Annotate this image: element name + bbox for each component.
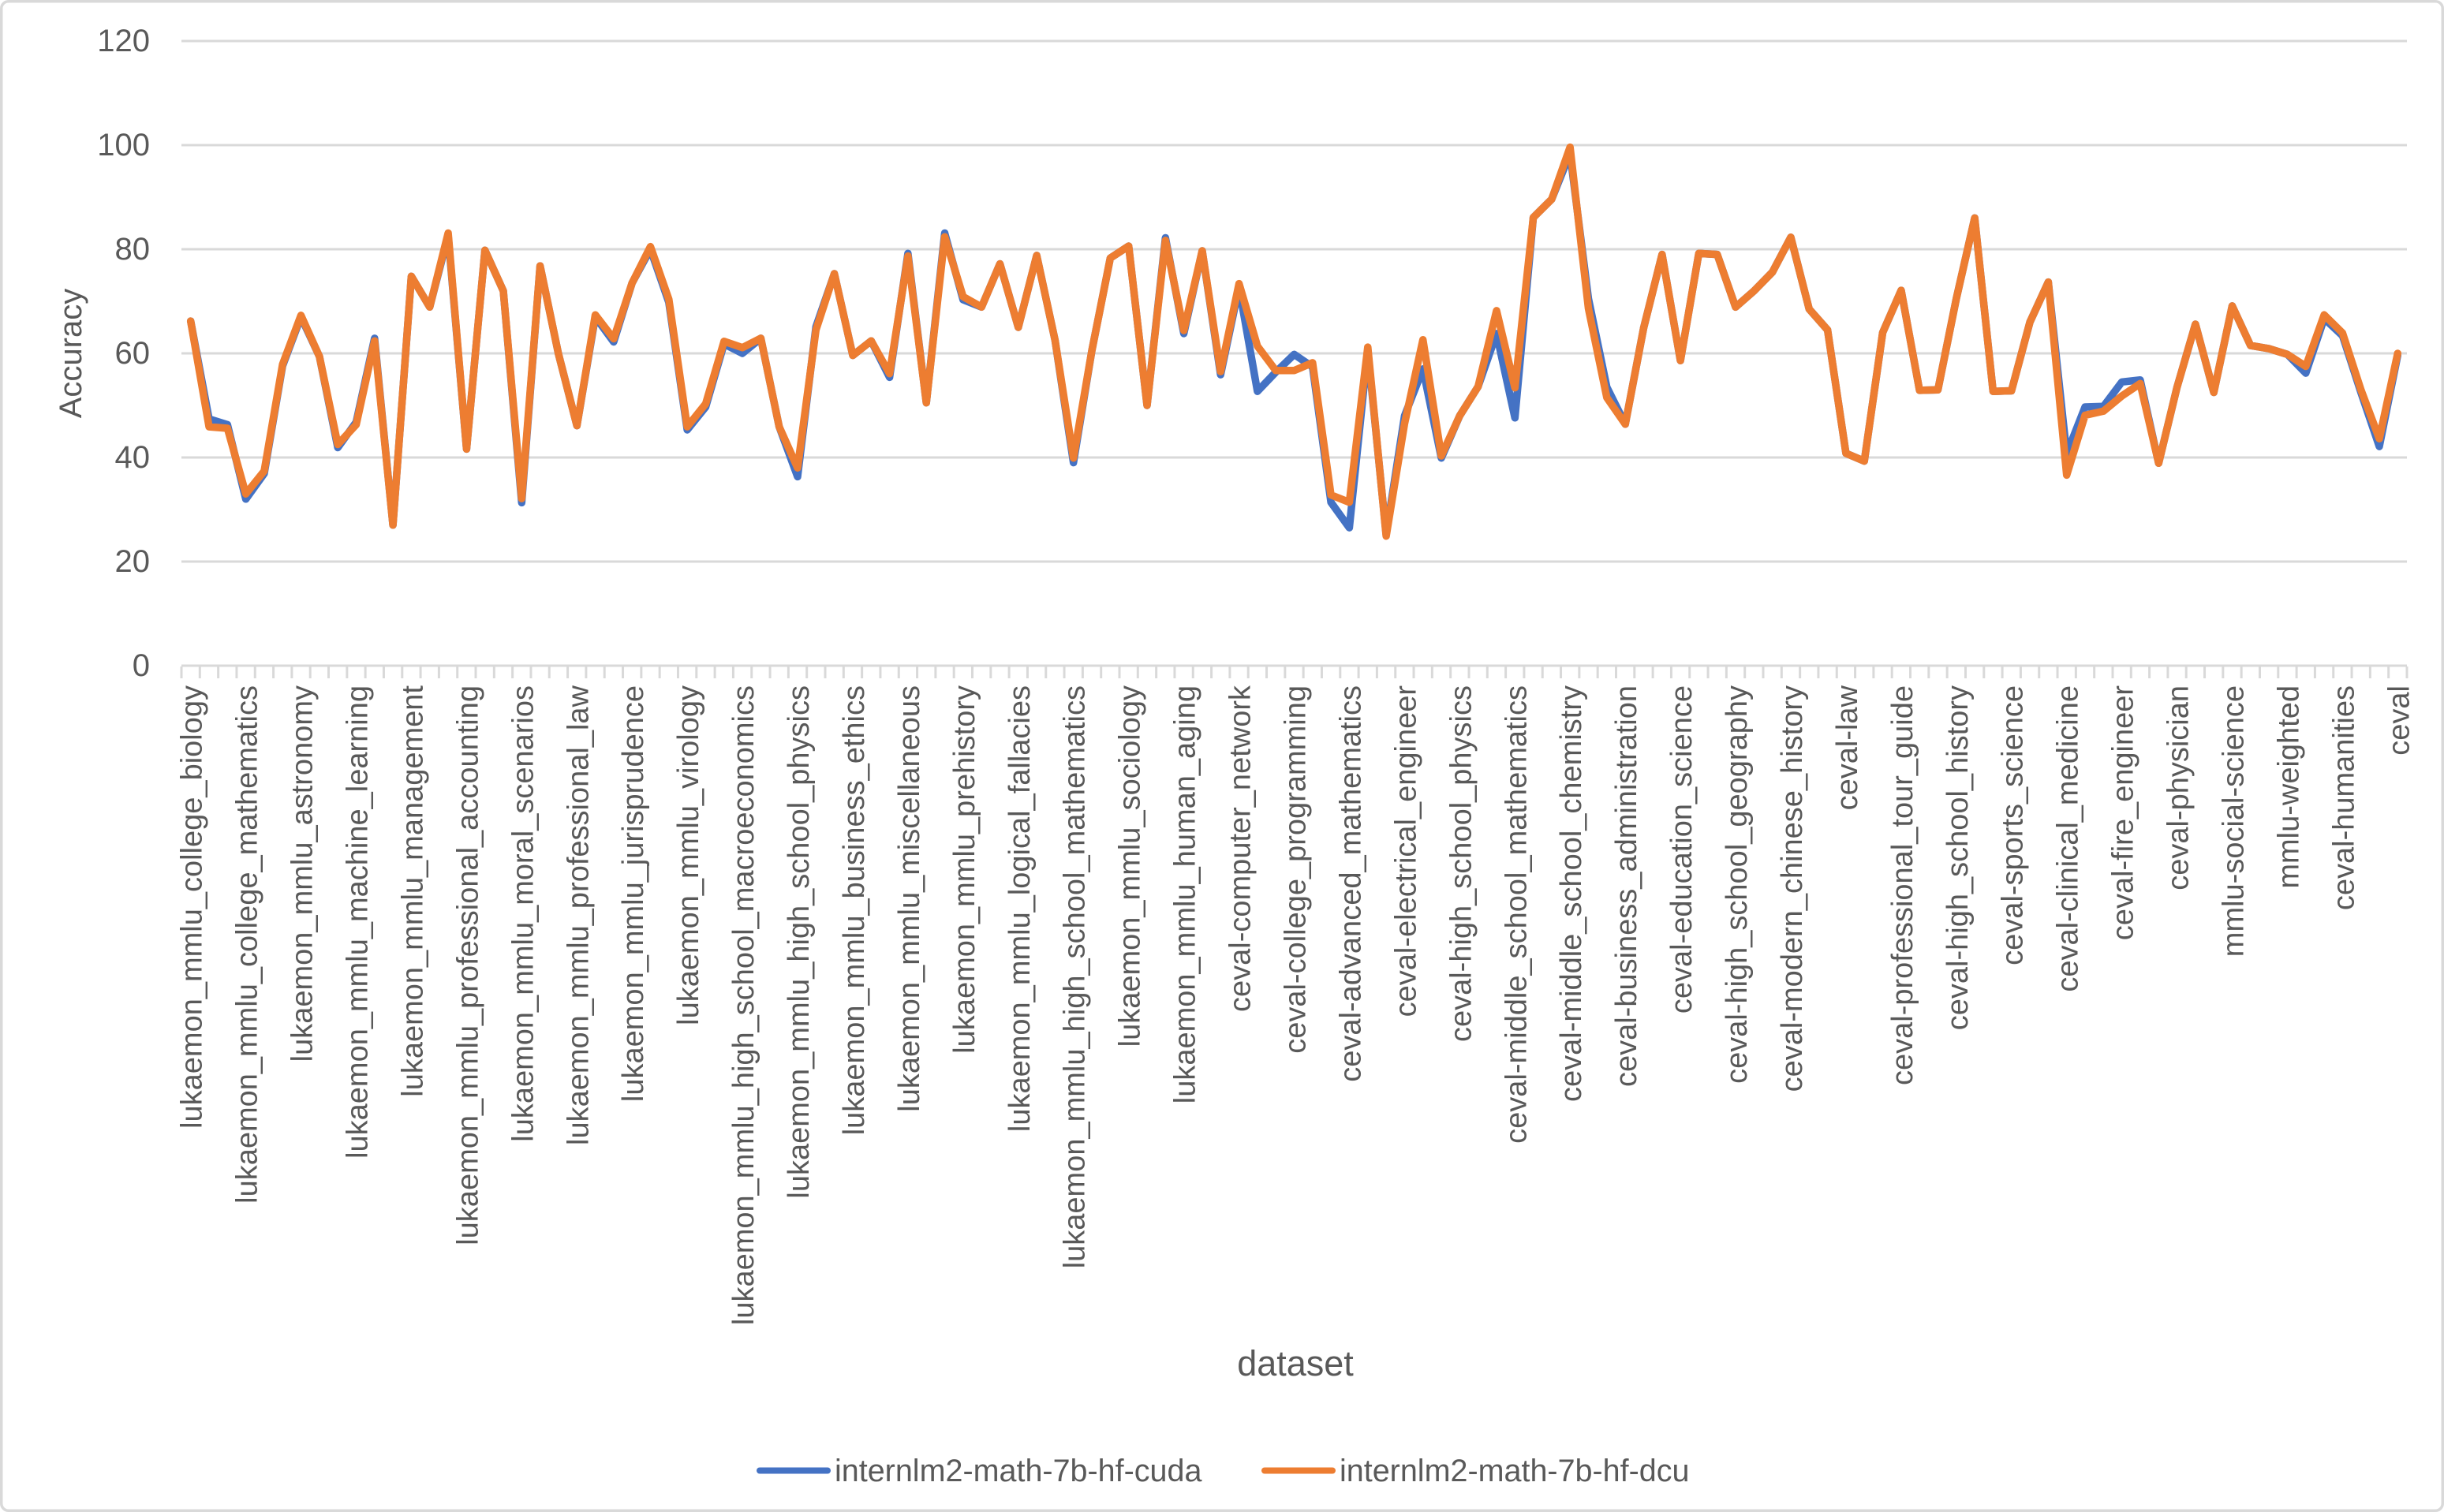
- svg-text:lukaemon_mmlu_high_school_math: lukaemon_mmlu_high_school_mathematics: [1059, 685, 1092, 1268]
- svg-text:ceval-clinical_medicine: ceval-clinical_medicine: [2052, 685, 2085, 992]
- svg-text:lukaemon_mmlu_sociology: lukaemon_mmlu_sociology: [1114, 685, 1147, 1047]
- svg-text:lukaemon_mmlu_prehistory: lukaemon_mmlu_prehistory: [948, 685, 981, 1054]
- svg-text:lukaemon_mmlu_miscellaneous: lukaemon_mmlu_miscellaneous: [893, 685, 926, 1112]
- svg-text:40: 40: [115, 440, 151, 475]
- svg-text:lukaemon_mmlu_machine_learning: lukaemon_mmlu_machine_learning: [342, 685, 375, 1159]
- svg-text:100: 100: [97, 128, 150, 162]
- svg-text:lukaemon_mmlu_professional_acc: lukaemon_mmlu_professional_accounting: [451, 685, 484, 1245]
- svg-text:ceval-college_programming: ceval-college_programming: [1280, 685, 1313, 1054]
- svg-text:internlm2-math-7b-hf-dcu: internlm2-math-7b-hf-dcu: [1340, 1454, 1689, 1488]
- svg-text:ceval-high_school_physics: ceval-high_school_physics: [1444, 685, 1478, 1042]
- svg-text:lukaemon_mmlu_jurisprudence: lukaemon_mmlu_jurisprudence: [617, 685, 650, 1102]
- svg-text:80: 80: [115, 232, 151, 267]
- svg-text:ceval-education_science: ceval-education_science: [1665, 685, 1698, 1014]
- svg-text:ceval-advanced_mathematics: ceval-advanced_mathematics: [1334, 685, 1367, 1082]
- svg-text:Accuracy: Accuracy: [54, 289, 88, 419]
- svg-text:ceval-high_school_geography: ceval-high_school_geography: [1721, 685, 1754, 1084]
- svg-text:lukaemon_mmlu_college_mathemat: lukaemon_mmlu_college_mathematics: [231, 685, 264, 1204]
- svg-text:ceval-law: ceval-law: [1831, 685, 1864, 810]
- svg-text:lukaemon_mmlu_management: lukaemon_mmlu_management: [396, 685, 429, 1097]
- svg-text:0: 0: [133, 648, 150, 683]
- svg-text:20: 20: [115, 544, 151, 579]
- svg-text:120: 120: [97, 24, 150, 58]
- svg-text:ceval-high_school_history: ceval-high_school_history: [1941, 685, 1975, 1030]
- svg-text:lukaemon_mmlu_high_school_phys: lukaemon_mmlu_high_school_physics: [783, 685, 816, 1199]
- svg-text:lukaemon_mmlu_human_aging: lukaemon_mmlu_human_aging: [1169, 685, 1202, 1103]
- svg-text:ceval-middle_school_mathematic: ceval-middle_school_mathematics: [1500, 685, 1533, 1144]
- svg-text:ceval-business_administration: ceval-business_administration: [1610, 685, 1643, 1087]
- svg-text:lukaemon_mmlu_astronomy: lukaemon_mmlu_astronomy: [286, 685, 320, 1062]
- svg-text:lukaemon_mmlu_virology: lukaemon_mmlu_virology: [672, 685, 705, 1025]
- svg-text:internlm2-math-7b-hf-cuda: internlm2-math-7b-hf-cuda: [835, 1454, 1201, 1488]
- svg-text:ceval-modern_chinese_history: ceval-modern_chinese_history: [1776, 685, 1809, 1092]
- svg-text:lukaemon_mmlu_logical_fallacie: lukaemon_mmlu_logical_fallacies: [1003, 685, 1037, 1132]
- svg-text:ceval: ceval: [2382, 685, 2416, 756]
- svg-text:ceval-sports_science: ceval-sports_science: [1997, 685, 2030, 965]
- svg-text:60: 60: [115, 336, 151, 371]
- svg-text:lukaemon_mmlu_business_ethics: lukaemon_mmlu_business_ethics: [838, 685, 871, 1135]
- svg-text:lukaemon_mmlu_college_biology: lukaemon_mmlu_college_biology: [176, 685, 209, 1129]
- svg-text:dataset: dataset: [1237, 1343, 1354, 1383]
- svg-text:ceval-professional_tour_guide: ceval-professional_tour_guide: [1886, 685, 1919, 1085]
- svg-text:mmlu-social-science: mmlu-social-science: [2218, 685, 2251, 957]
- svg-text:ceval-electrical_engineer: ceval-electrical_engineer: [1389, 685, 1422, 1017]
- svg-text:ceval-middle_school_chemistry: ceval-middle_school_chemistry: [1555, 685, 1588, 1102]
- svg-text:ceval-computer_network: ceval-computer_network: [1224, 685, 1258, 1012]
- svg-text:lukaemon_mmlu_professional_law: lukaemon_mmlu_professional_law: [562, 685, 595, 1145]
- svg-text:ceval-physician: ceval-physician: [2162, 685, 2195, 890]
- svg-text:ceval-fire_engineer: ceval-fire_engineer: [2107, 685, 2140, 941]
- svg-text:lukaemon_mmlu_high_school_macr: lukaemon_mmlu_high_school_macroeconomics: [727, 685, 760, 1325]
- svg-text:lukaemon_mmlu_moral_scenarios: lukaemon_mmlu_moral_scenarios: [506, 685, 540, 1142]
- svg-text:ceval-humanities: ceval-humanities: [2327, 685, 2360, 910]
- svg-text:mmlu-weighted: mmlu-weighted: [2273, 685, 2306, 889]
